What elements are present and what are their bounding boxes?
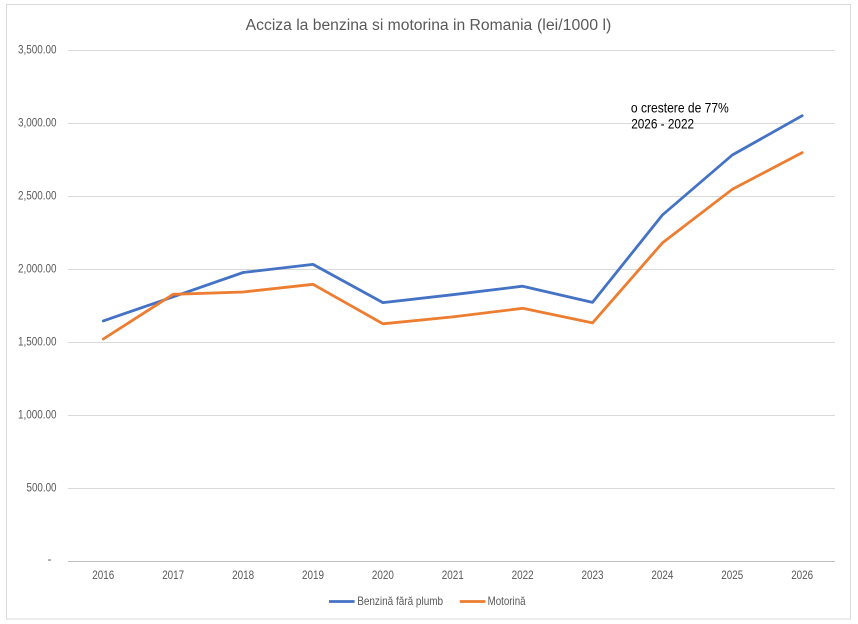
- svg-text:2023: 2023: [582, 570, 604, 582]
- svg-text:2024: 2024: [651, 570, 674, 582]
- svg-text:2022: 2022: [512, 570, 534, 582]
- svg-text:-: -: [48, 554, 52, 566]
- svg-text:2019: 2019: [302, 570, 324, 582]
- svg-text:2016: 2016: [92, 570, 114, 582]
- svg-text:Acciza la benzina si motorina: Acciza la benzina si motorina in Romania: [246, 17, 533, 34]
- svg-text:3,000.00: 3,000.00: [18, 118, 57, 130]
- svg-text:2025: 2025: [721, 570, 743, 582]
- svg-text:o crestere de 77%: o crestere de 77%: [631, 99, 729, 115]
- svg-text:500.00: 500.00: [27, 483, 57, 495]
- svg-text:2020: 2020: [372, 570, 394, 582]
- svg-text:Motorină: Motorină: [488, 594, 526, 608]
- svg-text:Benzină fără plumb: Benzină fără plumb: [357, 594, 443, 608]
- svg-text:2026: 2026: [791, 570, 813, 582]
- svg-text:2026 - 2022: 2026 - 2022: [631, 115, 694, 131]
- svg-text:2,000.00: 2,000.00: [18, 264, 57, 276]
- svg-text:2017: 2017: [162, 570, 184, 582]
- svg-text:1,500.00: 1,500.00: [18, 337, 57, 349]
- svg-text:2021: 2021: [442, 570, 464, 582]
- svg-text:2018: 2018: [232, 570, 254, 582]
- svg-text:2,500.00: 2,500.00: [18, 191, 57, 203]
- svg-text:(lei/1000 l): (lei/1000 l): [537, 17, 611, 34]
- svg-text:3,500.00: 3,500.00: [18, 45, 57, 57]
- svg-text:1,000.00: 1,000.00: [18, 410, 57, 422]
